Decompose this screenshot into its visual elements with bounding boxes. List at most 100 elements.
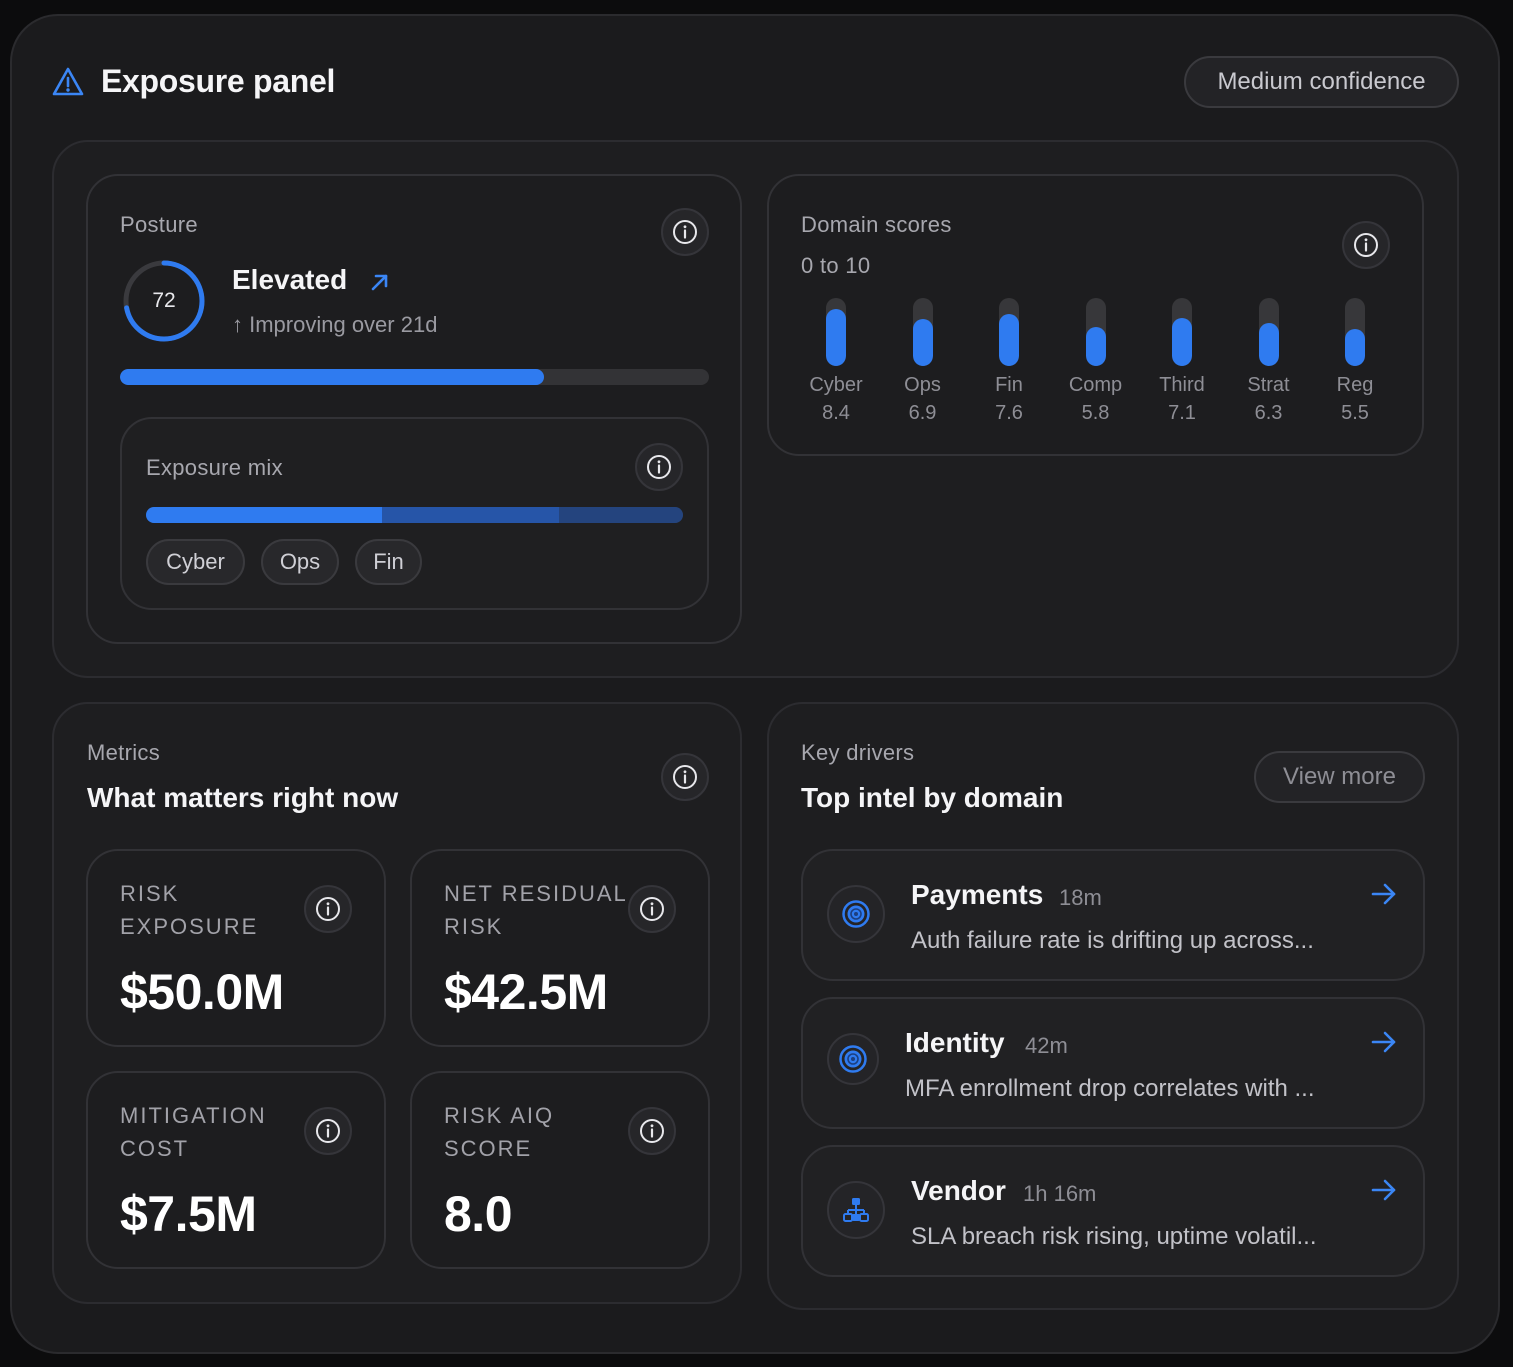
arrow-right-icon[interactable] [1369,1027,1399,1057]
metric-card-risk-aiq-score: RISK AIQ SCORE 8.0 [410,1071,710,1269]
metric-card-net-residual-risk: NET RESIDUAL RISK $42.5M [410,849,710,1047]
metric-value: $7.5M [120,1186,257,1242]
domain-score-track [826,298,846,366]
driver-title: Payments [911,879,1044,910]
metric-label: RISK EXPOSURE [120,881,259,939]
posture-score-ring [123,260,205,342]
metric-info-button[interactable] [628,1107,676,1155]
domain-score-track [1258,298,1279,366]
exposure-mix-info-button[interactable] [635,443,683,491]
domain-score-comp: Comp 5.8 [1056,298,1136,428]
driver-card-payments[interactable]: Payments 18m Auth failure rate is drifti… [801,849,1425,981]
view-more-button[interactable]: View more [1254,751,1425,803]
domain-score-name: Strat [1247,374,1290,396]
domain-score-fin: Fin 7.6 [969,298,1049,428]
driver-card-vendor[interactable]: Vendor 1h 16m SLA breach risk rising, up… [801,1145,1425,1277]
domain-score-name: Reg [1336,374,1374,396]
driver-title: Vendor [911,1175,1006,1206]
exposure-mix-segment-ops [382,507,560,523]
driver-card-identity[interactable]: Identity 42m MFA enrollment drop correla… [801,997,1425,1129]
domain-score-bar [1258,323,1279,366]
posture-progress-bar [120,369,709,385]
driver-icon-wrap [827,1033,879,1085]
info-icon [647,455,671,479]
chip-ops[interactable]: Ops [261,539,339,585]
warning-triangle-icon [52,67,84,96]
target-icon [842,900,870,928]
domain-score-value: 6.3 [1254,402,1283,424]
driver-description: Auth failure rate is drifting up across.… [911,927,1314,954]
metric-label: NET RESIDUAL RISK [444,881,627,939]
domain-score-cyber: Cyber 8.4 [796,298,876,428]
exposure-mix-label: Exposure mix [146,455,283,480]
domain-scores-range: 0 to 10 [801,253,871,278]
info-icon [316,897,340,921]
driver-description: MFA enrollment drop correlates with ... [905,1075,1315,1102]
domain-score-value: 8.4 [822,402,850,424]
metric-card-mitigation-cost: MITIGATION COST $7.5M [86,1071,386,1269]
page-title: Exposure panel [101,63,336,99]
posture-label: Posture [120,212,198,237]
metric-label: MITIGATION COST [120,1103,267,1161]
posture-progress-fill [120,369,545,385]
domain-scores-label: Domain scores [801,212,952,237]
domain-score-value: 7.1 [1168,402,1196,424]
domain-score-bar [912,319,933,366]
trend-arrow-icon [371,274,388,291]
domain-score-value: 6.9 [908,402,937,424]
driver-title: Identity [905,1027,1005,1058]
posture-score: 72 [152,289,176,312]
driver-icon-wrap [827,885,885,943]
metric-info-button[interactable] [628,885,676,933]
domain-score-reg: Reg 5.5 [1315,298,1395,428]
info-icon [640,897,664,921]
confidence-badge[interactable]: Medium confidence [1184,56,1459,108]
driver-time: 42m [1025,1033,1068,1058]
target-icon [839,1045,867,1073]
driver-time: 1h 16m [1023,1181,1097,1206]
chip-fin[interactable]: Fin [355,539,422,585]
domain-score-name: Third [1159,374,1205,396]
metric-info-button[interactable] [304,1107,352,1155]
metric-label: RISK AIQ SCORE [444,1103,555,1161]
metric-info-button[interactable] [304,885,352,933]
domain-score-track [1172,298,1192,366]
domain-score-name: Comp [1068,374,1123,396]
posture-info-button[interactable] [661,208,709,256]
posture-status: Elevated [232,264,348,295]
arrow-right-icon[interactable] [1369,879,1399,909]
chip-cyber[interactable]: Cyber [146,539,245,585]
info-icon [1354,233,1378,257]
metric-card-risk-exposure: RISK EXPOSURE $50.0M [86,849,386,1047]
key-drivers-label: Key drivers [801,740,915,765]
posture-trend: ↑ Improving over 21d [232,312,438,337]
exposure-mix-bar [146,507,683,523]
metrics-info-button[interactable] [661,753,709,801]
metrics-title: What matters right now [87,782,399,813]
network-icon [843,1198,869,1222]
posture-score-arc [123,260,205,342]
domain-score-track [1345,298,1365,366]
domain-score-bar [999,314,1019,366]
driver-time: 18m [1059,885,1102,910]
domain-score-value: 7.6 [995,402,1023,424]
key-drivers-title: Top intel by domain [801,782,1064,813]
domain-score-bar [826,308,846,366]
domain-score-track [1085,298,1106,366]
domain-score-value: 5.8 [1081,402,1110,424]
driver-description: SLA breach risk rising, uptime volatil..… [911,1223,1317,1250]
metric-value: $42.5M [444,964,608,1020]
domain-scores-info-button[interactable] [1342,221,1390,269]
domain-score-bar [1345,328,1365,366]
arrow-right-icon[interactable] [1369,1175,1399,1205]
domain-score-ops: Ops 6.9 [883,298,963,428]
domain-score-name: Ops [904,374,941,396]
info-icon [640,1119,664,1143]
metric-value: $50.0M [120,964,284,1020]
driver-icon-wrap [827,1181,885,1239]
domain-score-strat: Strat 6.3 [1229,298,1309,428]
info-icon [673,220,697,244]
domain-score-track [999,298,1019,366]
domain-score-bar [1172,317,1192,366]
domain-score-track [912,298,933,366]
